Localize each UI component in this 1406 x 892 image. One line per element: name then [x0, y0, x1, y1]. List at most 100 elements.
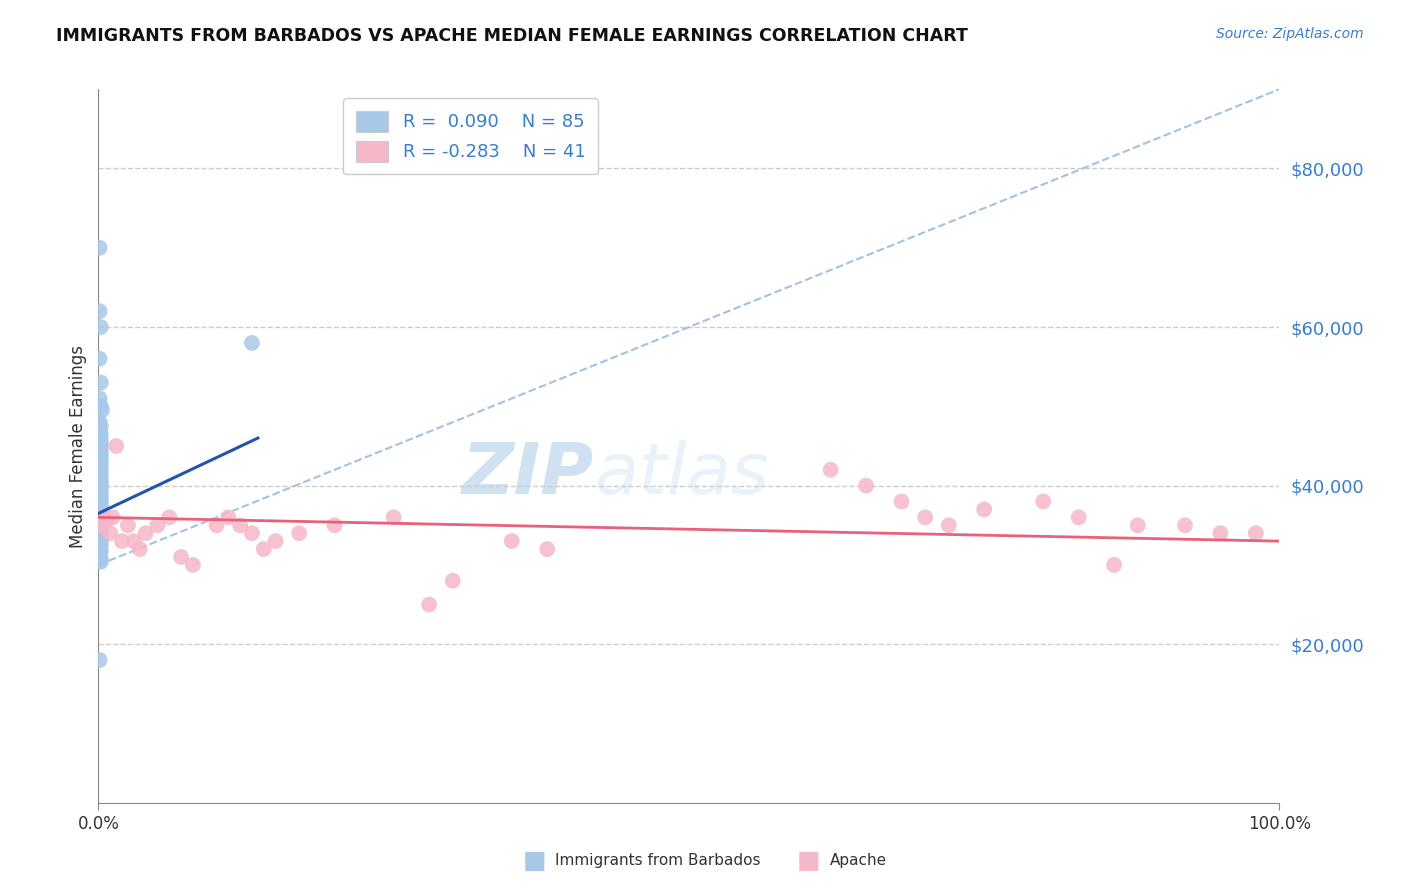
Point	[89, 512, 111, 526]
Point	[170, 549, 193, 564]
Point	[890, 494, 912, 508]
Point	[89, 515, 111, 529]
Point	[157, 510, 180, 524]
Point	[288, 526, 311, 541]
Point	[90, 555, 112, 569]
Point	[89, 528, 111, 542]
Point	[89, 518, 111, 533]
Point	[240, 335, 263, 350]
Point	[914, 510, 936, 524]
Point	[90, 510, 112, 524]
Point	[89, 483, 111, 498]
Point	[240, 526, 263, 541]
Point	[90, 500, 112, 515]
Point	[1209, 526, 1232, 541]
Text: Immigrants from Barbados: Immigrants from Barbados	[555, 854, 761, 868]
Point	[89, 439, 111, 453]
Point	[98, 526, 121, 541]
Point	[89, 450, 111, 465]
Point	[90, 526, 112, 541]
Point	[128, 542, 150, 557]
Point	[89, 442, 111, 457]
Point	[253, 542, 276, 557]
Text: IMMIGRANTS FROM BARBADOS VS APACHE MEDIAN FEMALE EARNINGS CORRELATION CHART: IMMIGRANTS FROM BARBADOS VS APACHE MEDIA…	[56, 27, 969, 45]
Point	[89, 653, 111, 667]
Point	[89, 477, 111, 491]
Point	[90, 491, 112, 506]
Point	[101, 510, 124, 524]
Point	[90, 469, 112, 483]
Point	[89, 496, 111, 510]
Point	[89, 521, 111, 535]
Point	[217, 510, 239, 524]
Point	[90, 529, 112, 543]
Point	[135, 526, 157, 541]
Point	[89, 490, 111, 504]
Point	[90, 320, 112, 334]
Text: Apache: Apache	[830, 854, 887, 868]
Point	[89, 304, 111, 318]
Point	[323, 518, 346, 533]
Point	[89, 553, 111, 567]
Point	[89, 545, 111, 559]
Point	[89, 500, 111, 514]
Point	[90, 472, 112, 486]
Point	[90, 457, 112, 471]
Text: Source: ZipAtlas.com: Source: ZipAtlas.com	[1216, 27, 1364, 41]
Point	[1126, 518, 1149, 533]
Text: ■: ■	[523, 849, 546, 872]
Point	[1174, 518, 1197, 533]
Point	[89, 486, 111, 500]
Point	[111, 534, 134, 549]
Point	[90, 488, 112, 502]
Point	[89, 502, 111, 516]
Point	[89, 506, 111, 520]
Point	[89, 492, 111, 507]
Point	[418, 598, 440, 612]
Point	[90, 504, 112, 518]
Point	[90, 437, 112, 451]
Legend: R =  0.090    N = 85, R = -0.283    N = 41: R = 0.090 N = 85, R = -0.283 N = 41	[343, 98, 598, 174]
Point	[89, 480, 111, 494]
Point	[90, 478, 112, 492]
Point	[90, 520, 112, 534]
Point	[501, 534, 523, 549]
Point	[89, 524, 111, 539]
Point	[938, 518, 960, 533]
Y-axis label: Median Female Earnings: Median Female Earnings	[69, 344, 87, 548]
Point	[122, 534, 145, 549]
Point	[90, 498, 112, 512]
Point	[89, 463, 111, 477]
Point	[105, 439, 128, 453]
Point	[90, 453, 112, 467]
Point	[89, 547, 111, 561]
Point	[89, 351, 111, 366]
Point	[205, 518, 228, 533]
Point	[90, 400, 112, 414]
Point	[89, 455, 111, 469]
Point	[90, 533, 112, 547]
Point	[89, 508, 111, 523]
Point	[90, 433, 112, 447]
Point	[89, 534, 111, 549]
Text: atlas: atlas	[595, 440, 769, 509]
Point	[1102, 558, 1125, 572]
Point	[91, 403, 114, 417]
Point	[90, 514, 112, 528]
Point	[820, 463, 842, 477]
Point	[973, 502, 995, 516]
Point	[90, 543, 112, 558]
Point	[90, 464, 112, 478]
Point	[90, 376, 112, 390]
Point	[89, 467, 111, 481]
Point	[536, 542, 558, 557]
Point	[181, 558, 204, 572]
Point	[89, 447, 111, 461]
Point	[229, 518, 252, 533]
Point	[441, 574, 464, 588]
Point	[89, 537, 111, 551]
Point	[264, 534, 287, 549]
Point	[1032, 494, 1054, 508]
Point	[89, 423, 111, 437]
Point	[94, 514, 117, 528]
